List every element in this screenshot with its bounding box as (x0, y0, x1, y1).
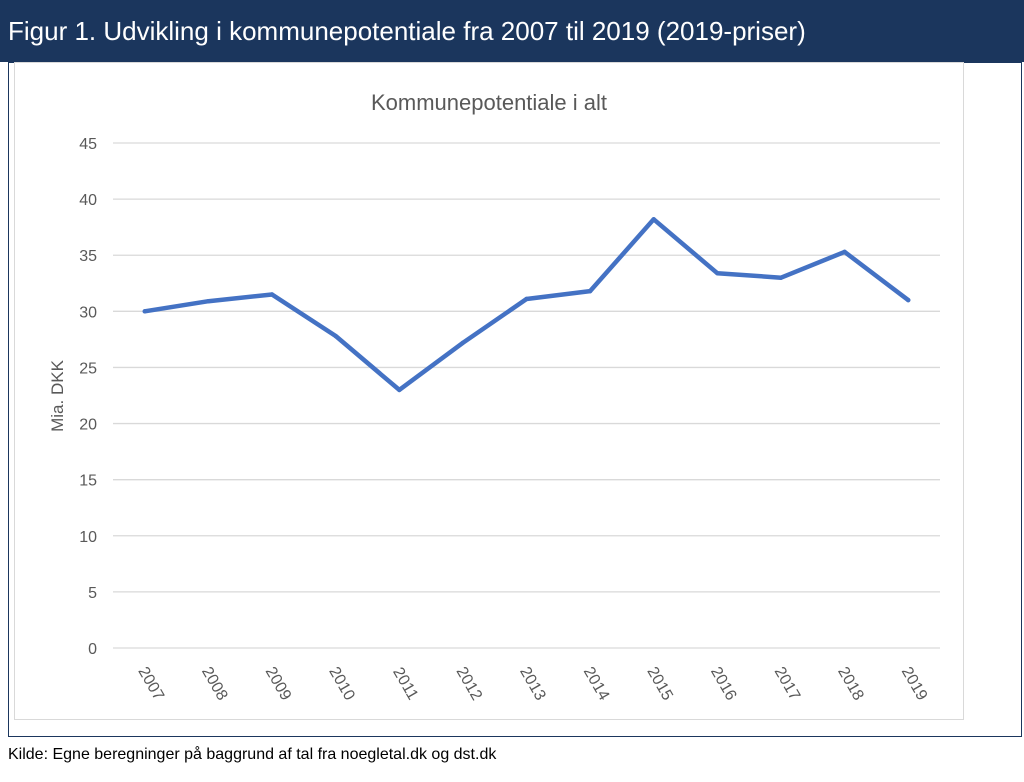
x-tick-label: 2018 (834, 664, 867, 703)
y-tick-labels: 0 5 10 15 20 25 30 35 40 45 (79, 136, 97, 658)
x-tick-label: 2011 (389, 665, 421, 703)
data-point (651, 217, 656, 222)
x-tick-label: 2015 (643, 664, 676, 703)
y-tick-label: 5 (88, 585, 97, 602)
data-point (778, 275, 784, 280)
figure-title: Figur 1. Udvikling i kommunepotentiale f… (0, 0, 1024, 62)
x-tick-labels: 2007 2008 2009 2010 2011 2012 2013 2014 2015 2016… (134, 664, 930, 703)
x-tick-label: 2016 (707, 664, 740, 703)
data-point (397, 387, 402, 393)
y-tick-label: 35 (79, 248, 97, 265)
y-tick-label: 25 (79, 360, 97, 377)
data-point (333, 333, 338, 339)
source-note: Kilde: Egne beregninger på baggrund af t… (8, 746, 497, 763)
data-point (524, 296, 529, 302)
y-tick-label: 30 (79, 304, 97, 321)
x-tick-label: 2010 (325, 664, 358, 703)
series-layer (142, 217, 911, 393)
data-point (142, 309, 148, 314)
y-tick-label: 20 (79, 417, 97, 434)
chart-title: Kommunepotentiale i alt (371, 90, 607, 115)
x-tick-label: 2013 (516, 664, 549, 703)
data-point (715, 270, 720, 276)
x-tick-label: 2007 (134, 664, 167, 703)
y-tick-label: 0 (88, 641, 97, 658)
x-tick-label: 2014 (580, 664, 613, 703)
data-point (460, 340, 466, 345)
y-tick-label: 40 (79, 192, 97, 209)
x-tick-label: 2017 (771, 664, 804, 703)
chart-area (14, 62, 964, 720)
x-tick-label: 2012 (453, 664, 486, 703)
x-tick-label: 2019 (898, 664, 931, 703)
x-tick-label: 2008 (198, 664, 231, 703)
y-tick-label: 45 (79, 136, 97, 153)
y-axis-label: Mia. DKK (48, 359, 67, 431)
data-point (206, 299, 211, 304)
x-tick-label: 2009 (262, 664, 295, 703)
data-point (587, 288, 593, 294)
y-tick-label: 15 (79, 473, 97, 490)
data-point (842, 249, 847, 255)
y-tick-label: 10 (79, 529, 97, 546)
gridlines (113, 142, 940, 649)
series-line (142, 217, 911, 393)
data-point (905, 297, 911, 303)
data-point (269, 292, 275, 297)
